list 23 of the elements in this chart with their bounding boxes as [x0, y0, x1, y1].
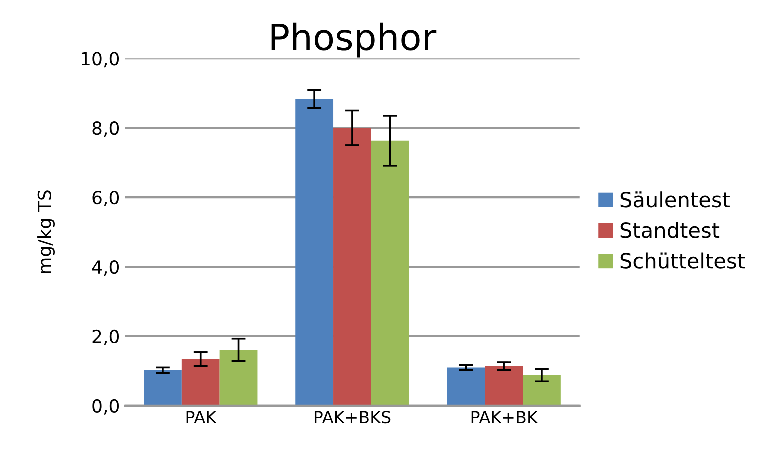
bar [523, 375, 561, 406]
bar [296, 99, 334, 406]
bar [334, 128, 372, 406]
x-tick-label: PAK [186, 411, 217, 424]
bar [485, 366, 524, 406]
bar [220, 350, 258, 406]
bar [182, 359, 220, 406]
bar [447, 368, 486, 406]
y-tick-label: 8,0 [92, 122, 120, 138]
bar [371, 140, 410, 406]
legend-label: Schütteltest [620, 252, 745, 269]
y-tick-label: 0,0 [92, 399, 120, 415]
x-tick-label: PAK+BKS [314, 411, 391, 424]
y-axis-title: mg/kg TS [38, 190, 56, 274]
chart-title: Phosphor [272, 22, 437, 58]
y-tick-label: 6,0 [92, 190, 120, 206]
legend-label: Säulentest [620, 192, 730, 208]
x-tick-label: PAK+BK [472, 411, 538, 424]
bar [144, 370, 182, 406]
legend-label: Standtest [620, 222, 720, 238]
y-tick-label: 4,0 [92, 260, 120, 276]
y-tick-label: 10,0 [82, 52, 120, 68]
y-tick-label: 2,0 [92, 330, 120, 346]
